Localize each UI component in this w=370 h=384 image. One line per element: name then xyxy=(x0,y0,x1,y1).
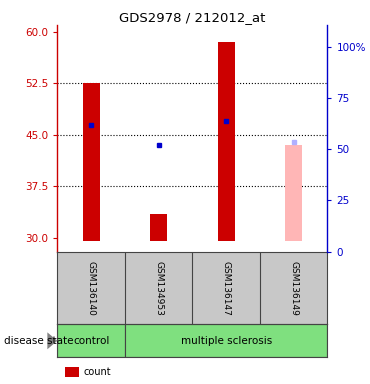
Text: GSM136140: GSM136140 xyxy=(87,261,95,315)
Title: GDS2978 / 212012_at: GDS2978 / 212012_at xyxy=(119,11,266,24)
Text: GSM136149: GSM136149 xyxy=(289,261,298,315)
Text: multiple sclerosis: multiple sclerosis xyxy=(181,336,272,346)
Bar xyxy=(57,324,125,357)
Text: disease state: disease state xyxy=(4,336,73,346)
Bar xyxy=(150,214,167,241)
Bar xyxy=(83,83,100,241)
Bar xyxy=(218,42,235,241)
Text: count: count xyxy=(83,367,111,377)
Text: GSM134953: GSM134953 xyxy=(154,261,163,315)
Text: control: control xyxy=(73,336,109,346)
Bar xyxy=(285,145,302,241)
Bar xyxy=(125,324,327,357)
Text: GSM136147: GSM136147 xyxy=(222,261,231,315)
